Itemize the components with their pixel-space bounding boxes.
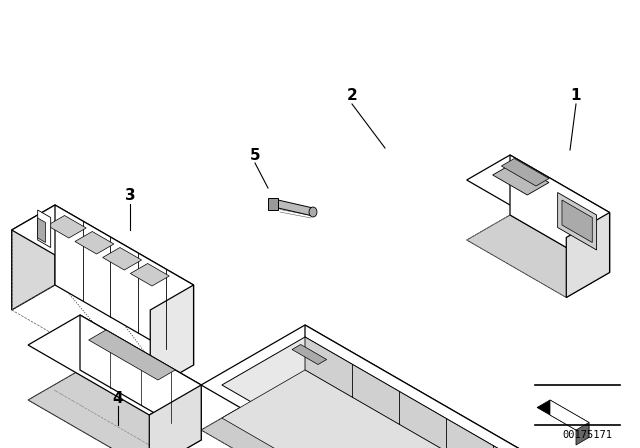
Polygon shape	[150, 285, 193, 390]
Polygon shape	[12, 205, 193, 310]
Polygon shape	[55, 205, 193, 365]
Polygon shape	[102, 247, 141, 270]
Polygon shape	[268, 198, 278, 210]
Polygon shape	[576, 422, 589, 445]
Polygon shape	[278, 200, 313, 216]
Polygon shape	[292, 345, 326, 365]
Polygon shape	[493, 163, 549, 195]
Polygon shape	[149, 385, 201, 448]
Polygon shape	[89, 330, 175, 380]
Polygon shape	[501, 159, 549, 186]
Text: 3: 3	[125, 188, 135, 202]
Polygon shape	[47, 215, 86, 238]
Polygon shape	[562, 200, 592, 242]
Text: 00175171: 00175171	[562, 430, 612, 440]
Polygon shape	[38, 218, 45, 242]
Polygon shape	[222, 337, 540, 448]
Polygon shape	[309, 207, 317, 217]
Polygon shape	[467, 215, 609, 297]
Polygon shape	[75, 232, 114, 254]
Polygon shape	[557, 193, 596, 250]
Text: 5: 5	[250, 147, 260, 163]
Text: 1: 1	[571, 87, 581, 103]
Polygon shape	[12, 205, 55, 310]
Polygon shape	[222, 370, 540, 448]
Polygon shape	[510, 155, 609, 272]
Polygon shape	[80, 315, 201, 440]
Polygon shape	[38, 210, 51, 247]
Text: 2: 2	[347, 87, 357, 103]
Text: 4: 4	[113, 391, 124, 405]
Polygon shape	[28, 370, 201, 448]
Polygon shape	[201, 370, 561, 448]
Polygon shape	[201, 325, 561, 448]
Polygon shape	[467, 155, 609, 237]
Polygon shape	[131, 263, 170, 286]
Polygon shape	[305, 337, 540, 448]
Polygon shape	[550, 400, 589, 438]
Polygon shape	[28, 315, 201, 415]
Polygon shape	[305, 325, 561, 448]
Polygon shape	[537, 400, 589, 430]
Polygon shape	[566, 212, 609, 297]
